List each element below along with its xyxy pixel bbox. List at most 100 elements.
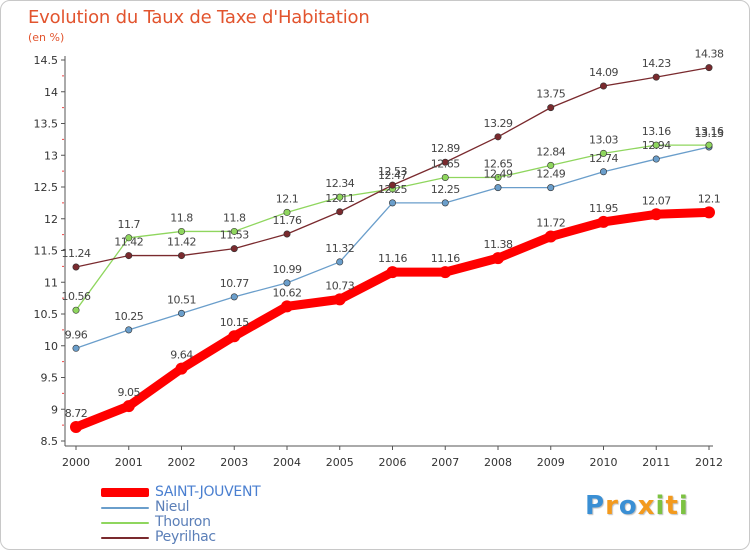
y-tick-label: 13 [44, 149, 58, 162]
data-point [230, 293, 238, 301]
data-label: 12.47 [378, 169, 407, 182]
data-point [228, 330, 241, 343]
legend-label: Thouron [155, 514, 211, 530]
data-point [283, 279, 291, 287]
data-label: 9.64 [170, 349, 193, 362]
data-point [703, 206, 715, 219]
data-label: 12.53 [378, 165, 407, 178]
data-point [597, 215, 610, 228]
data-point [441, 173, 449, 181]
data-point [544, 230, 557, 243]
data-point [336, 193, 344, 201]
data-label: 12.65 [431, 157, 460, 170]
data-label: 10.62 [273, 286, 302, 299]
data-label: 12.11 [325, 192, 354, 205]
legend-swatch [101, 536, 149, 539]
data-point [441, 199, 449, 207]
data-label: 11.72 [536, 217, 565, 230]
legend-label: Nieul [155, 499, 190, 515]
data-label: 12.89 [431, 142, 460, 155]
data-point [281, 300, 293, 313]
chart-subtitle: (en %) [28, 31, 65, 44]
data-point [178, 252, 186, 260]
data-label: 13.13 [695, 127, 724, 140]
x-tick-label: 2007 [431, 456, 459, 469]
legend-item: Peyrilhac [101, 530, 260, 545]
data-point [494, 173, 502, 181]
data-point [230, 227, 238, 235]
data-label: 14.38 [695, 48, 724, 61]
y-tick-label: 13.5 [34, 118, 59, 131]
y-tick-label: 8.5 [41, 435, 59, 448]
data-point [547, 161, 555, 169]
data-point [652, 73, 660, 81]
data-point [72, 344, 80, 352]
data-label: 9.96 [65, 328, 88, 341]
y-tick-label: 14.5 [34, 54, 59, 67]
data-point [333, 293, 346, 306]
data-point [70, 421, 82, 434]
data-point [122, 400, 135, 413]
data-label: 12.74 [589, 152, 618, 165]
legend-swatch [101, 488, 149, 497]
data-point [125, 326, 133, 334]
data-point [336, 208, 344, 216]
legend-label: Peyrilhac [155, 529, 216, 545]
data-label: 11.42 [167, 236, 196, 249]
data-point [386, 266, 399, 279]
data-label: 12.84 [536, 145, 565, 158]
data-label: 10.15 [220, 316, 249, 329]
x-tick-label: 2005 [326, 456, 354, 469]
data-label: 10.25 [114, 310, 143, 323]
data-label: 12.65 [484, 157, 513, 170]
data-point [230, 245, 238, 253]
data-point [441, 158, 449, 166]
data-label: 8.72 [65, 407, 88, 420]
data-label: 11.16 [431, 252, 460, 265]
data-point [494, 133, 502, 141]
y-tick-label: 11 [44, 276, 58, 289]
data-point [547, 104, 555, 112]
data-point [494, 184, 502, 192]
y-tick-label: 9 [51, 403, 58, 416]
x-tick-label: 2002 [168, 456, 196, 469]
x-tick-label: 2009 [537, 456, 565, 469]
data-point [178, 309, 186, 317]
y-tick-label: 12 [44, 213, 58, 226]
data-label: 12.34 [325, 177, 354, 190]
data-label: 13.16 [642, 125, 671, 138]
y-tick-label: 10 [44, 340, 58, 353]
data-point [599, 82, 607, 90]
data-label: 12.07 [642, 194, 671, 207]
data-label: 11.76 [273, 214, 302, 227]
x-tick-label: 2008 [484, 456, 512, 469]
x-tick-label: 2011 [642, 456, 670, 469]
data-label: 11.95 [589, 202, 618, 215]
y-tick-label: 14 [44, 86, 58, 99]
data-label: 12.25 [431, 183, 460, 196]
data-label: 12.49 [536, 168, 565, 181]
data-point [336, 258, 344, 266]
data-label: 11.53 [220, 229, 249, 242]
data-label: 13.29 [484, 117, 513, 130]
data-label: 11.42 [114, 236, 143, 249]
data-point [178, 227, 186, 235]
data-point [705, 141, 713, 149]
data-label: 10.51 [167, 293, 196, 306]
x-tick-label: 2004 [273, 456, 301, 469]
legend-label: SAINT-JOUVENT [155, 484, 261, 500]
y-tick-label: 9.5 [41, 372, 59, 385]
data-point [125, 252, 133, 260]
data-point [705, 64, 713, 72]
chart-title: Evolution du Taux de Taxe d'Habitation [28, 7, 370, 28]
data-point [652, 155, 660, 163]
data-point [599, 168, 607, 176]
data-label: 13.16 [695, 125, 724, 138]
data-label: 9.05 [118, 386, 141, 399]
y-tick-label: 10.5 [34, 308, 59, 321]
x-tick-label: 2006 [379, 456, 407, 469]
data-label: 12.25 [378, 183, 407, 196]
data-label: 12.1 [698, 192, 721, 205]
data-point [72, 263, 80, 271]
data-point [283, 230, 291, 238]
